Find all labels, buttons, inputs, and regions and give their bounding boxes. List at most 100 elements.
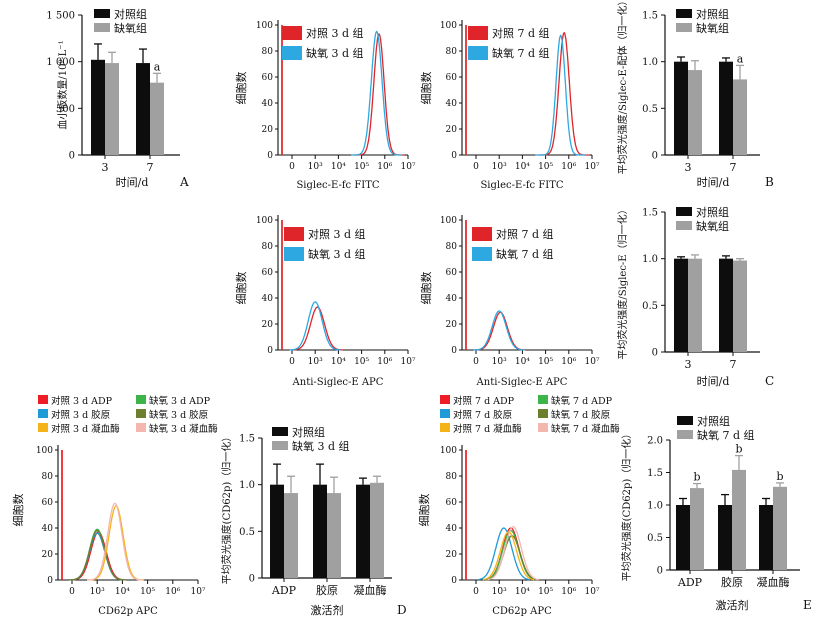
C-hist-7d-y-tick-label: 0: [451, 346, 457, 356]
C-y-tick-label: 1.5: [642, 208, 658, 219]
A-hist-3d-y-tick-label: 60: [262, 73, 274, 83]
C-hist-3d-x-tick-label: 0: [289, 357, 295, 367]
C-hist-7d-series-curve: [474, 311, 527, 351]
E-hist-x-tick-label: 10⁵: [538, 587, 553, 597]
D-hist-legend-swatch: [38, 409, 48, 418]
E-legend-label: 对照组: [697, 414, 730, 428]
D-hist-legend-swatch: [38, 423, 48, 432]
D-hist-y-tick-label: 100: [36, 446, 53, 456]
D-hist-series-curve: [69, 528, 125, 581]
E-hist-legend-label: 对照 7 d ADP: [453, 395, 515, 407]
E-hist-legend-label: 缺氧 7 d 胶原: [551, 409, 610, 421]
D-hist-series-curve: [69, 529, 125, 581]
E-hist-legend-swatch: [538, 423, 548, 432]
D-bar: [270, 484, 284, 578]
C-bar: [688, 258, 702, 352]
E-bar: [676, 505, 690, 570]
A-hist-3d-y-axis-label: 细胞数: [235, 72, 248, 105]
E-hist-y-tick-label: 100: [440, 446, 457, 456]
A-y-tick-label: 500: [56, 104, 75, 115]
A-hist-7d-legend-label: 对照 7 d 组: [492, 26, 550, 40]
B-legend-swatch: [676, 9, 692, 18]
B-y-tick-label: 1.0: [642, 57, 658, 68]
C-y-tick-label: 0.5: [642, 301, 658, 312]
B-bar: [733, 79, 747, 155]
E-x-axis-label: 激活剂: [716, 598, 749, 612]
D-hist-legend-label: 缺氧 3 d 胶原: [149, 409, 208, 421]
B-x-tick-label: 3: [685, 161, 692, 174]
C-hist-7d-legend-label: 对照 7 d 组: [496, 227, 554, 241]
C-hist-3d-y-tick-label: 100: [256, 216, 273, 226]
D-hist-x-tick-label: 10⁷: [190, 587, 205, 597]
D-y-tick-label: 0.5: [239, 527, 255, 538]
D-hist-x-tick-label: 10⁵: [140, 587, 155, 597]
C-y-tick-label: 1.0: [642, 254, 658, 265]
E-hist-y-axis-label: 细胞数: [418, 494, 431, 527]
D-legend-label: 缺氧 3 d 组: [292, 439, 350, 453]
A-significance-mark: a: [154, 60, 161, 73]
D-hist-series-curve: [69, 532, 125, 581]
B-bar: [688, 70, 702, 155]
C-hist-7d-y-tick-label: 60: [446, 268, 458, 278]
C-hist-7d-legend-label: 缺氧 7 d 组: [496, 247, 554, 261]
E-y-tick-label: 0.5: [647, 533, 663, 544]
A-hist-3d-y-tick-label: 0: [267, 151, 273, 161]
E-hist-series-curve: [482, 531, 535, 581]
D-hist-y-tick-label: 40: [42, 524, 54, 534]
C-hist-7d-series-curve: [473, 310, 525, 351]
D-bar: [327, 493, 341, 578]
E-bar: [718, 505, 732, 570]
D-hist-series-curve: [88, 505, 144, 581]
A-hist-7d-y-tick-label: 0: [451, 151, 457, 161]
E-hist-series-curve: [478, 527, 530, 581]
C-hist-7d-x-tick-label: 0: [473, 357, 479, 367]
A-hist-7d-x-tick-label: 0: [473, 162, 479, 172]
E-bar: [759, 505, 773, 570]
C-hist-7d-x-tick-label: 10⁴: [515, 357, 530, 367]
A-hist-3d-y-tick-label: 80: [262, 47, 274, 57]
C-y-tick-label: 0: [652, 348, 658, 359]
A-hist-3d-series-curve: [351, 30, 403, 156]
A-hist-7d-x-tick-label: 10³: [492, 162, 507, 172]
D-hist-legend-label: 缺氧 3 d 凝血酶: [149, 423, 218, 435]
C-hist-7d-legend-swatch: [472, 247, 492, 261]
B-x-axis-label: 时间/d: [697, 176, 730, 189]
A-hist-7d-y-tick-label: 20: [446, 125, 458, 135]
E-hist-legend-swatch: [440, 409, 450, 418]
C-hist-3d-legend-swatch: [284, 227, 304, 241]
E-bar: [690, 488, 704, 570]
E-hist-y-tick-label: 80: [446, 472, 458, 482]
A-hist-7d-legend-swatch: [468, 26, 488, 40]
D-hist-legend-swatch: [136, 395, 146, 404]
E-bar: [732, 469, 746, 570]
E-hist-legend-swatch: [538, 395, 548, 404]
B-legend-swatch: [676, 23, 692, 32]
A-hist-3d-legend-label: 对照 3 d 组: [306, 26, 364, 40]
C-hist-3d-legend-label: 缺氧 3 d 组: [308, 247, 366, 261]
C-bar: [719, 258, 733, 352]
C-hist-7d-x-axis-label: Anti-Siglec-E APC: [476, 377, 568, 388]
A-hist-3d-x-tick-label: 10³: [308, 162, 323, 172]
E-hist-x-tick-label: 10⁷: [584, 587, 599, 597]
E-bar: [773, 486, 787, 570]
A-bar: [105, 63, 119, 155]
C-x-tick-label: 3: [685, 358, 692, 371]
D-x-tick-label: 胶原: [316, 583, 338, 597]
D-legend-swatch: [272, 427, 288, 436]
C-hist-7d-y-axis-label: 细胞数: [420, 272, 433, 305]
E-hist-x-tick-label: 10⁴: [515, 587, 530, 597]
A-hist-7d-y-tick-label: 80: [446, 47, 458, 57]
C-hist-3d-x-tick-label: 10⁶: [377, 357, 392, 367]
C-hist-7d-y-tick-label: 40: [446, 294, 458, 304]
B-legend-label: 对照组: [696, 7, 729, 21]
A-x-tick-label: 3: [102, 161, 109, 174]
E-x-tick-label: 胶原: [721, 575, 743, 589]
B-significance-mark: a: [737, 52, 744, 65]
D-hist-legend-swatch: [136, 409, 146, 418]
A-hist-7d-x-tick-label: 10⁶: [561, 162, 576, 172]
D-hist-series-curve: [87, 502, 143, 581]
E-hist-legend-label: 缺氧 7 d ADP: [551, 395, 613, 407]
E-hist-y-tick-label: 40: [446, 524, 458, 534]
E-hist-legend-swatch: [440, 423, 450, 432]
B-legend-label: 缺氧组: [696, 21, 729, 35]
